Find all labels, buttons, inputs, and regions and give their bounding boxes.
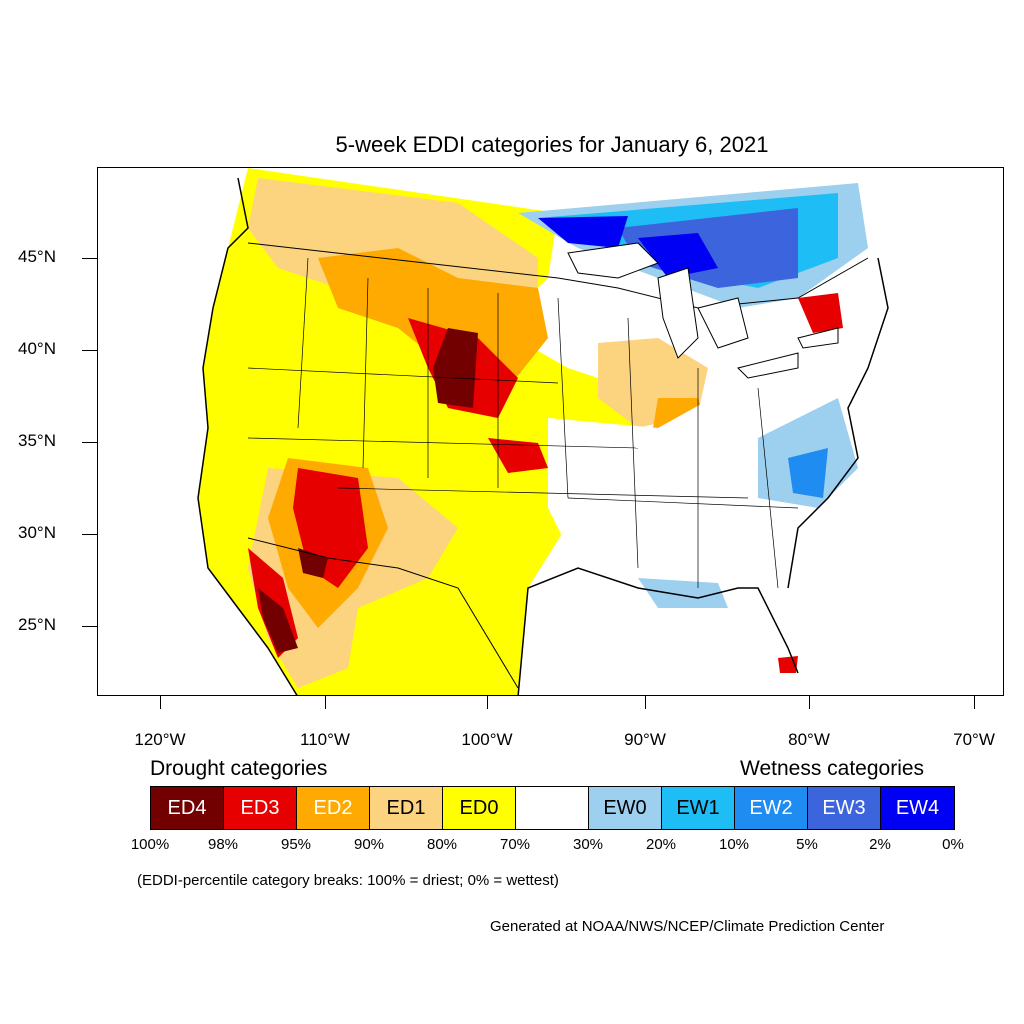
y-tick xyxy=(82,442,97,443)
us-map-graphic xyxy=(98,168,1004,696)
x-tick xyxy=(487,696,488,709)
percentile-label: 80% xyxy=(412,836,472,853)
credit-line: Generated at NOAA/NWS/NCEP/Climate Predi… xyxy=(490,918,884,935)
percentile-label: 70% xyxy=(485,836,545,853)
x-tick xyxy=(325,696,326,709)
legend-note: (EDDI-percentile category breaks: 100% =… xyxy=(137,872,559,889)
percentile-label: 0% xyxy=(923,836,983,853)
x-tick-label: 100°W xyxy=(447,730,527,750)
y-tick xyxy=(82,258,97,259)
percentile-label: 90% xyxy=(339,836,399,853)
x-tick xyxy=(974,696,975,709)
wetness-categories-heading: Wetness categories xyxy=(740,757,924,781)
x-tick xyxy=(809,696,810,709)
percentile-label: 95% xyxy=(266,836,326,853)
y-tick-label: 40°N xyxy=(18,339,78,359)
legend-swatch-ew0: EW0 xyxy=(589,787,662,829)
percentile-label: 98% xyxy=(193,836,253,853)
legend-swatch-ed1: ED1 xyxy=(370,787,443,829)
y-tick-label: 25°N xyxy=(18,615,78,635)
x-tick-label: 70°W xyxy=(934,730,1014,750)
legend-swatch-ew3: EW3 xyxy=(808,787,881,829)
x-tick-label: 80°W xyxy=(769,730,849,750)
legend-swatch-ed3: ED3 xyxy=(224,787,297,829)
y-tick xyxy=(82,534,97,535)
percentile-label: 10% xyxy=(704,836,764,853)
x-tick xyxy=(645,696,646,709)
y-tick xyxy=(82,350,97,351)
percentile-label: 2% xyxy=(850,836,910,853)
ed3-region-newyork xyxy=(798,293,843,333)
legend-swatch-ew1: EW1 xyxy=(662,787,735,829)
map-title: 5-week EDDI categories for January 6, 20… xyxy=(0,132,1024,158)
y-tick-label: 35°N xyxy=(18,431,78,451)
legend-swatch-neutral xyxy=(516,787,589,829)
x-tick-label: 110°W xyxy=(285,730,365,750)
eddi-map xyxy=(97,167,1004,696)
y-tick-label: 45°N xyxy=(18,247,78,267)
drought-categories-heading: Drought categories xyxy=(150,757,327,781)
x-tick-label: 90°W xyxy=(605,730,685,750)
percentile-label: 100% xyxy=(120,836,180,853)
legend-swatch-ed2: ED2 xyxy=(297,787,370,829)
category-legend: ED4ED3ED2ED1ED0 EW0EW1EW2EW3EW4 xyxy=(150,786,955,830)
percentile-label: 20% xyxy=(631,836,691,853)
legend-swatch-ed0: ED0 xyxy=(443,787,516,829)
y-tick xyxy=(82,626,97,627)
y-tick-label: 30°N xyxy=(18,523,78,543)
x-tick-label: 120°W xyxy=(120,730,200,750)
percentile-label: 30% xyxy=(558,836,618,853)
legend-swatch-ew2: EW2 xyxy=(735,787,808,829)
x-tick xyxy=(160,696,161,709)
legend-swatch-ed4: ED4 xyxy=(151,787,224,829)
legend-swatch-ew4: EW4 xyxy=(881,787,954,829)
percentile-label: 5% xyxy=(777,836,837,853)
